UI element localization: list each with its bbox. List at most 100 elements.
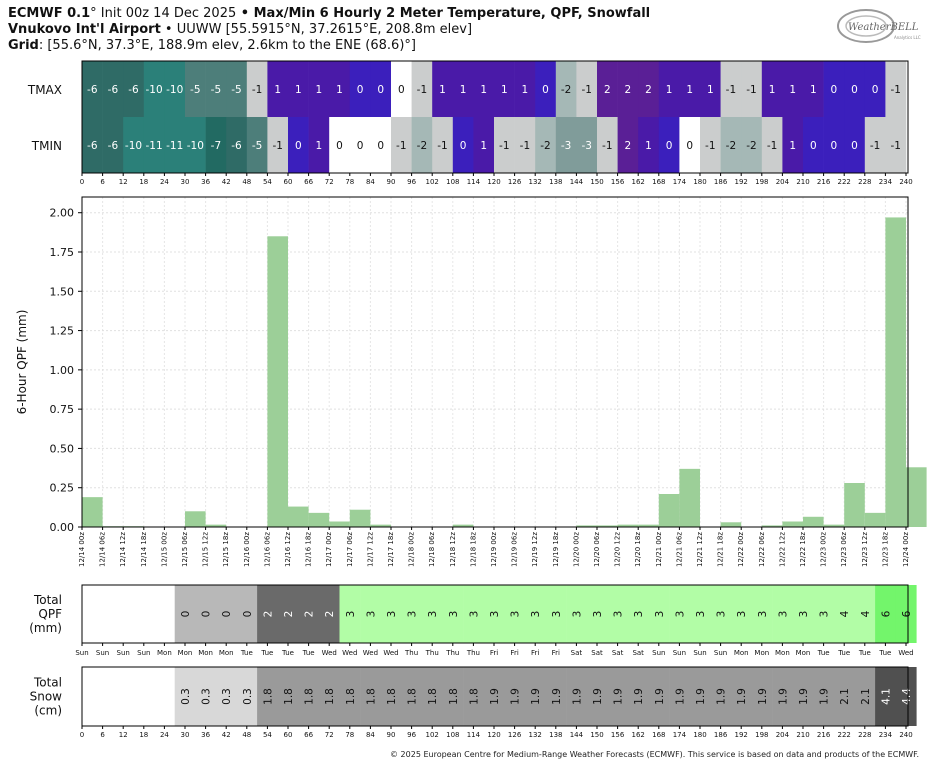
heatmap-value-label: 0	[851, 140, 858, 152]
strip-value-label: 0.3	[242, 688, 254, 705]
x-tick-label: 12/24 00z	[902, 532, 910, 567]
strip-cell	[504, 667, 526, 726]
heatmap-value-label: -1	[520, 140, 530, 152]
heatmap-cell	[823, 61, 845, 117]
heatmap-value-label: -3	[581, 140, 591, 152]
heatmap-cell	[164, 117, 186, 173]
heatmap-value-label: 1	[439, 84, 446, 96]
x-tick-label: 228	[858, 731, 871, 739]
day-label: Mon	[796, 649, 811, 657]
x-tick-label: 84	[366, 731, 375, 739]
x-tick-label: 150	[590, 731, 603, 739]
strip-label: Total	[33, 676, 62, 690]
strip-cell	[442, 667, 464, 726]
strip-value-label: 2	[283, 611, 295, 618]
strip-value-label: 2	[304, 611, 316, 618]
heatmap-cell	[658, 117, 680, 173]
heatmap-cell	[246, 61, 268, 117]
qpf-bar	[658, 494, 680, 527]
strip-cell	[648, 585, 670, 643]
heatmap-value-label: -5	[190, 84, 200, 96]
x-tick-label: 222	[838, 731, 851, 739]
x-tick-label: 102	[426, 731, 439, 739]
x-tick-label: 12/20 00z	[572, 532, 580, 567]
day-label: Fri	[552, 649, 560, 657]
strip-value-label: 3	[530, 611, 542, 618]
heatmap-cell	[102, 117, 124, 173]
strip-cell	[854, 585, 876, 643]
heatmap-value-label: 1	[789, 84, 796, 96]
heatmap-cell	[123, 117, 145, 173]
strip-value-label: 1.8	[448, 688, 460, 705]
x-tick-label: 138	[549, 731, 562, 739]
strip-value-label: 3	[633, 611, 645, 618]
station-name: Vnukovo Int'l Airport	[8, 22, 161, 37]
heatmap-value-label: -1	[437, 140, 447, 152]
heatmap-cell	[638, 117, 660, 173]
copyright-notice: © 2025 European Centre for Medium-Range …	[390, 750, 919, 759]
heatmap-cell	[761, 61, 783, 117]
strip-cell	[401, 667, 423, 726]
station-info: • UUWW [55.5915°N, 37.2615°E, 208.8m ele…	[160, 22, 473, 37]
day-label: Fri	[531, 649, 539, 657]
heatmap-cell	[720, 117, 742, 173]
day-label: Thu	[445, 649, 459, 657]
day-label: Sun	[673, 649, 686, 657]
strip-value-label: 4.1	[880, 688, 892, 705]
strip-value-label: 1.8	[407, 688, 419, 705]
heatmap-value-label: -1	[252, 84, 262, 96]
strip-cell	[339, 585, 361, 643]
strip-cell	[689, 667, 711, 726]
heatmap-cell	[164, 61, 186, 117]
x-tick-label: 12/23 06z	[840, 532, 848, 567]
heatmap-cell	[329, 61, 351, 117]
heatmap-value-label: 1	[295, 84, 302, 96]
strip-cell	[895, 585, 917, 643]
heatmap-value-label: 0	[398, 84, 405, 96]
day-label: Sun	[96, 649, 109, 657]
strip-value-label: 1.9	[592, 688, 604, 705]
heatmap-cell	[597, 61, 618, 117]
strip-cell	[360, 585, 381, 643]
x-tick-label: 24	[160, 178, 169, 186]
heatmap-value-label: 1	[460, 84, 467, 96]
heatmap-value-label: -2	[561, 84, 571, 96]
strip-cell	[339, 667, 361, 726]
heatmap-cell	[514, 117, 536, 173]
strip-cell	[174, 667, 196, 726]
qpf-bar	[329, 521, 350, 527]
strip-cell	[380, 667, 402, 726]
day-label: Sat	[612, 649, 624, 657]
heatmap-cell	[432, 61, 454, 117]
heatmap-cell	[658, 61, 680, 117]
heatmap-cell	[844, 117, 866, 173]
strip-cell	[360, 667, 381, 726]
x-tick-label: 210	[796, 731, 809, 739]
x-tick-label: 228	[858, 178, 871, 186]
x-tick-label: 12/14 06z	[99, 532, 107, 567]
strip-value-label: 1.8	[283, 688, 295, 705]
x-tick-label: 12/16 06z	[263, 532, 271, 567]
heatmap-cell	[535, 61, 557, 117]
x-tick-label: 186	[714, 178, 728, 186]
x-tick-label: 222	[838, 178, 851, 186]
strip-value-label: 3	[757, 611, 769, 618]
x-tick-label: 12/18 00z	[408, 532, 416, 567]
y-tick-label: 1.25	[50, 325, 75, 338]
y-tick-label: 1.75	[50, 246, 75, 259]
qpf-bar	[288, 506, 309, 527]
heatmap-value-label: -1	[870, 140, 880, 152]
heatmap-cell	[143, 61, 165, 117]
heatmap-cell	[535, 117, 557, 173]
strip-value-label: 1.9	[757, 688, 769, 705]
strip-value-label: 0.3	[201, 688, 213, 705]
x-tick-label: 12/19 18z	[552, 532, 560, 567]
strip-value-label: 0	[201, 611, 213, 618]
day-label: Tue	[858, 649, 871, 657]
strip-value-label: 1.8	[304, 688, 316, 705]
strip-value-label: 3	[468, 611, 480, 618]
heatmap-value-label: 1	[316, 140, 323, 152]
y-tick-label: 1.50	[50, 285, 75, 298]
strip-cell	[277, 585, 299, 643]
